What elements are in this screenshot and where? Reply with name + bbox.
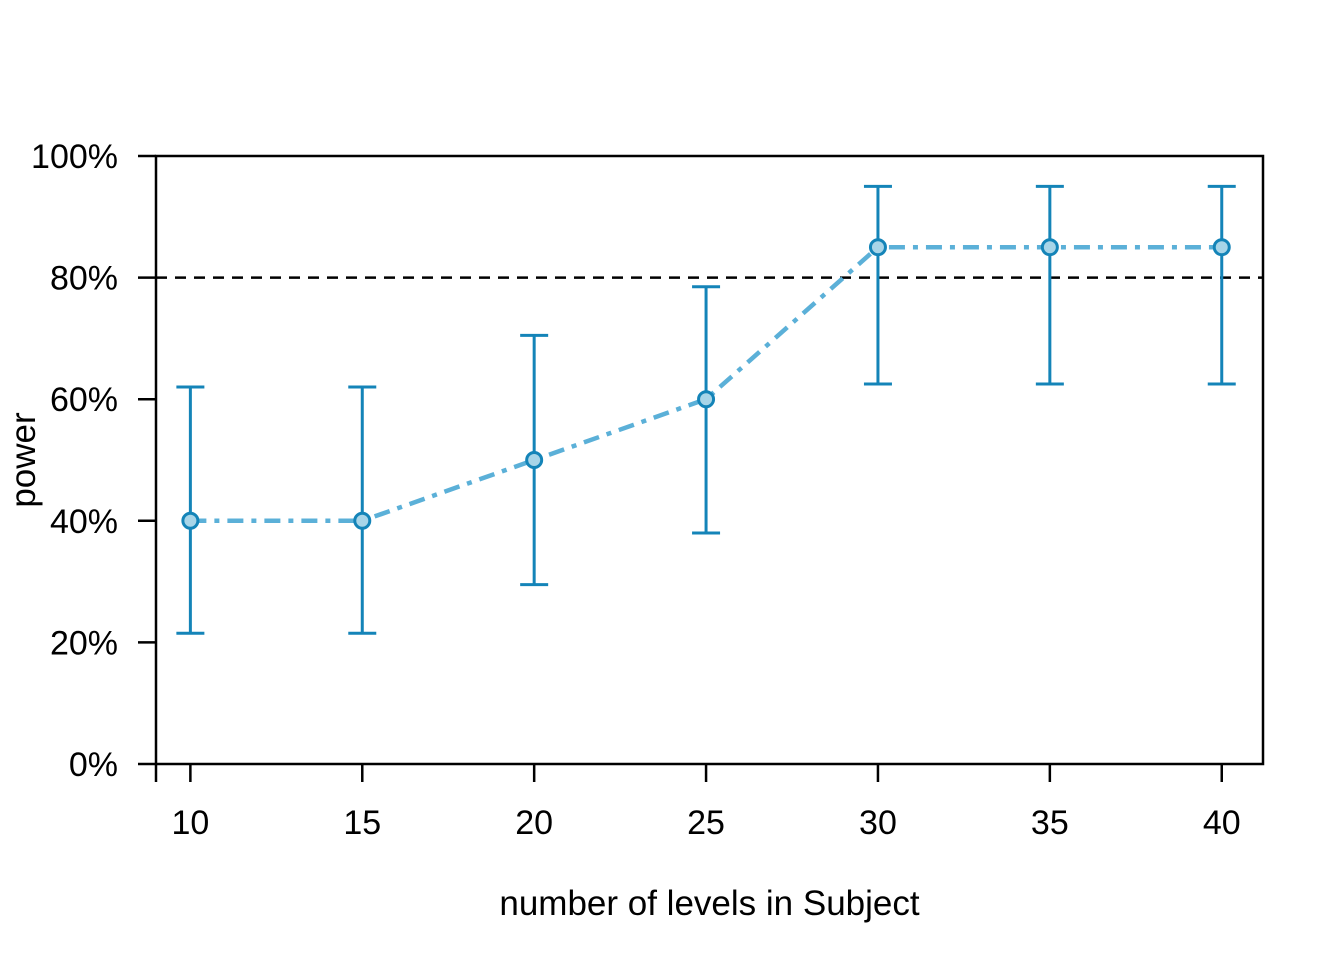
data-point-marker [868, 238, 887, 257]
y-tick-label: 20% [50, 624, 118, 662]
x-tick-label: 15 [343, 804, 381, 842]
x-tick-label: 20 [515, 804, 553, 842]
data-point-marker [1212, 238, 1231, 257]
y-axis-title: power [4, 412, 43, 508]
y-tick-label: 60% [50, 381, 118, 419]
x-tick-label: 30 [859, 804, 897, 842]
x-tick-label: 25 [687, 804, 725, 842]
data-point-marker [181, 511, 200, 530]
data-point-marker [525, 451, 544, 469]
y-tick-label: 40% [50, 503, 118, 541]
y-tick-label: 80% [50, 260, 118, 298]
data-point-marker [697, 390, 716, 409]
plot-box [154, 154, 1265, 766]
x-tick-label: 35 [1031, 804, 1069, 842]
x-tick-label: 40 [1203, 804, 1241, 842]
x-axis-title: number of levels in Subject [499, 884, 920, 923]
x-tick-label: 10 [171, 804, 209, 842]
y-tick-label: 100% [31, 138, 118, 176]
data-point-marker [353, 511, 372, 530]
y-tick-label: 0% [69, 746, 118, 784]
data-point-marker [1040, 238, 1059, 257]
